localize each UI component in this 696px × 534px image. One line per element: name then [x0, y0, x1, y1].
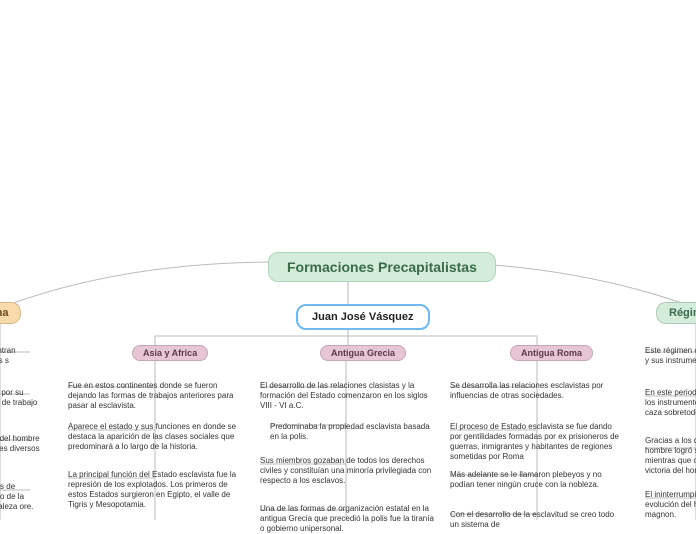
right-text-4: El ininterrumpido evolución del hom magn… [645, 490, 696, 520]
left-branch-label: umana [0, 307, 8, 319]
root-node[interactable]: Formaciones Precapitalistas [268, 252, 496, 282]
asia-text-1: Fue en estos continentes donde se fueron… [68, 381, 243, 411]
left-text-3: ados del hombre sidades diversos [0, 434, 40, 454]
asia-text-2: Aparece el estado y sus funciones en don… [68, 422, 243, 452]
roma-text-3: Más adelante se le llamaron plebeyos y n… [450, 470, 625, 490]
left-text-2: nimal por su entos de trabajo [0, 388, 40, 408]
grecia-text-2: Predominaba la propiedad esclavista basa… [270, 422, 435, 442]
roma-text-2: El proceso de Estado esclavista se fue d… [450, 422, 625, 462]
subnode-asia[interactable]: Asia y Africa [132, 345, 208, 361]
subnode-grecia-label: Antigua Grecia [331, 348, 395, 358]
subnode-roma-label: Antigua Roma [521, 348, 582, 358]
left-text-1: ncuentran fósiles s [0, 346, 40, 366]
left-text-4: nentos de trabajo de la naturaleza ore. [0, 482, 40, 512]
asia-text-3: La principal función del Estado esclavis… [68, 470, 243, 510]
grecia-text-1: El desarrollo de las relaciones clasista… [260, 381, 435, 411]
grecia-text-3: Sus miembros gozaban de todos los derech… [260, 456, 435, 486]
roma-text-4: Con el desarrollo de la esclavitud se cr… [450, 510, 625, 530]
right-text-1: Este régimen com y sus instrumento [645, 346, 696, 366]
author-node[interactable]: Juan José Vásquez [296, 304, 430, 330]
right-branch-label: Régimen [669, 307, 696, 319]
author-label: Juan José Vásquez [312, 311, 414, 323]
right-text-3: Gracias a los dife hombre logró sob mien… [645, 436, 696, 476]
grecia-text-4: Una de las formas de organización estata… [260, 504, 435, 534]
subnode-asia-label: Asia y Africa [143, 348, 197, 358]
roma-text-1: Se desarrolla las relaciones esclavistas… [450, 381, 625, 401]
subnode-roma[interactable]: Antigua Roma [510, 345, 593, 361]
root-label: Formaciones Precapitalistas [287, 259, 477, 275]
right-branch-node[interactable]: Régimen [656, 302, 696, 324]
left-branch-node[interactable]: umana [0, 302, 21, 324]
right-text-2: En este periodo e los instrumentos caza … [645, 388, 696, 418]
subnode-grecia[interactable]: Antigua Grecia [320, 345, 406, 361]
